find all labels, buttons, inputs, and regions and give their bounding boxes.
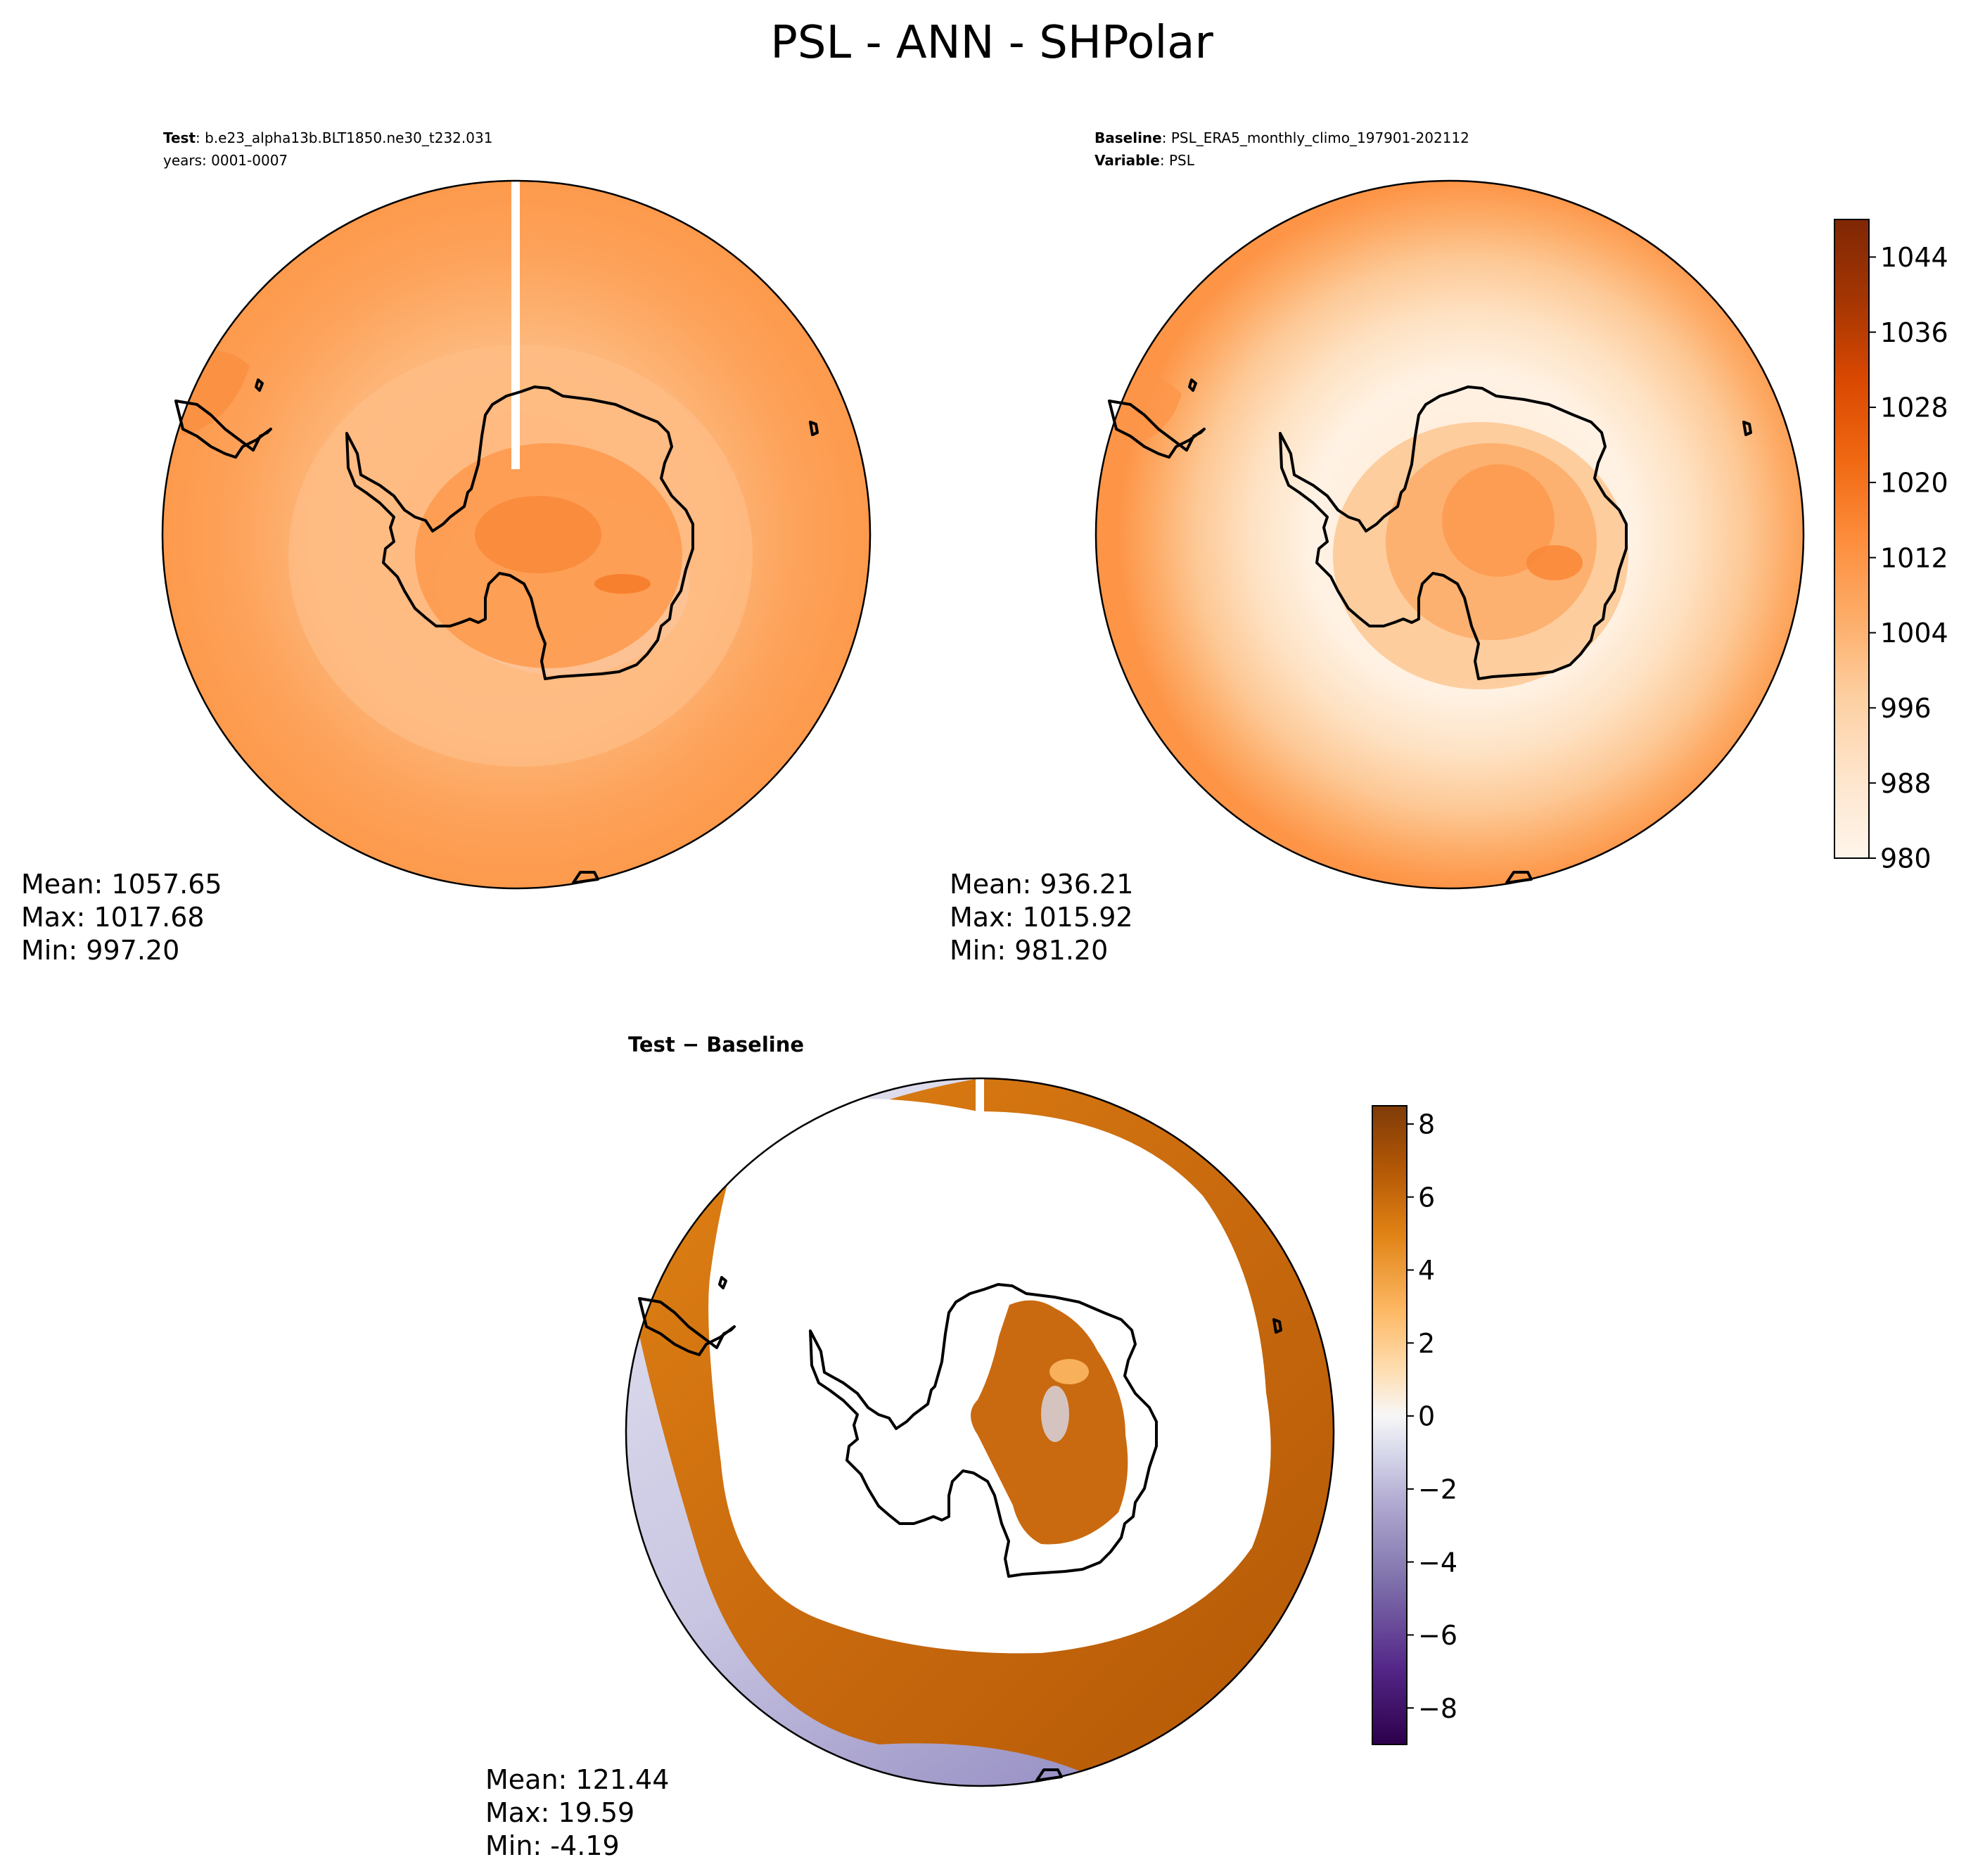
difference-colorbar-tick-label: 8 (1418, 1109, 1435, 1140)
baseline-colorbar-tick-label: 1004 (1880, 618, 1948, 649)
island-coastline (1505, 871, 1533, 884)
antarctica-coastline (809, 1283, 1158, 1578)
test-header-label: Test (163, 129, 196, 146)
baseline-header-value: : PSL_ERA5_monthly_climo_197901-202112 (1162, 129, 1469, 146)
island-coastline (809, 421, 819, 436)
baseline-colorbar-tick-label: 1036 (1880, 317, 1948, 348)
baseline-stat-max: Max: 1015.92 (950, 902, 1133, 933)
island-coastline (1272, 1318, 1282, 1334)
difference-map (626, 1078, 1334, 1786)
difference-colorbar-bar (1372, 1105, 1408, 1745)
difference-colorbar-tick-label: 2 (1418, 1328, 1435, 1359)
test-missing-data-stripe (511, 181, 520, 469)
baseline-header-label: Baseline (1094, 129, 1162, 146)
antarctica-coastline (1279, 385, 1628, 680)
baseline-colorbar-tick-label: 1020 (1880, 468, 1948, 499)
difference-stat-min: Min: -4.19 (485, 1830, 620, 1861)
baseline-map-border (1094, 179, 1805, 890)
difference-colorbar-tick-label: −8 (1418, 1693, 1457, 1724)
baseline-colorbar-ticks: 980 988 996 1004 1012 1020 1028 1036 1044 (1869, 242, 1948, 874)
difference-field-small-negative (1041, 1386, 1069, 1442)
test-field-contour-high (594, 574, 651, 594)
baseline-colorbar: 980 988 996 1004 1012 1020 1028 1036 1044 (1834, 219, 1948, 874)
test-map-border (161, 179, 872, 890)
baseline-panel: Baseline: PSL_ERA5_monthly_climo_197901-… (950, 129, 1948, 966)
test-header-value: : b.e23_alpha13b.BLT1850.ne30_t232.031 (196, 129, 492, 146)
difference-colorbar-tick-label: 4 (1418, 1255, 1435, 1286)
baseline-colorbar-tick-label: 996 (1880, 693, 1932, 724)
antarctica-coastline (345, 385, 694, 680)
difference-colorbar-tick-label: 0 (1418, 1401, 1435, 1432)
difference-missing-data-stripe (976, 1078, 984, 1118)
test-stat-mean: Mean: 1057.65 (21, 869, 222, 900)
difference-colorbar: −8 −6 −4 −2 0 2 4 6 8 (1372, 1105, 1457, 1745)
baseline-coastline (1108, 378, 1752, 884)
test-panel: Test: b.e23_alpha13b.BLT1850.ne30_t232.0… (21, 129, 872, 966)
baseline-stat-mean: Mean: 936.21 (950, 869, 1133, 900)
test-stat-max: Max: 1017.68 (21, 902, 205, 933)
difference-colorbar-tick-label: 6 (1418, 1182, 1435, 1213)
baseline-colorbar-bar (1834, 219, 1870, 859)
baseline-colorbar-tick-label: 1028 (1880, 393, 1948, 423)
figure-title: PSL - ANN - SHPolar (770, 17, 1213, 69)
baseline-stat-min: Min: 981.20 (950, 935, 1108, 966)
baseline-field-contour (1442, 464, 1555, 577)
test-header-line1: Test: b.e23_alpha13b.BLT1850.ne30_t232.0… (163, 129, 492, 146)
difference-field-small-positive (1049, 1359, 1089, 1384)
baseline-colorbar-tick-label: 1012 (1880, 542, 1948, 573)
island-coastline (718, 1276, 727, 1289)
south-america-coastline (638, 1297, 736, 1356)
island-coastline (1742, 421, 1752, 436)
test-map (162, 181, 870, 888)
test-stat-min: Min: 997.20 (21, 935, 179, 966)
baseline-variable-label: Variable (1094, 152, 1160, 169)
baseline-field-contour (1526, 545, 1583, 580)
south-america-coastline (174, 400, 272, 459)
island-coastline (572, 871, 599, 884)
baseline-header-line1: Baseline: PSL_ERA5_monthly_climo_197901-… (1094, 129, 1469, 146)
island-coastline (1035, 1768, 1063, 1782)
difference-stat-max: Max: 19.59 (485, 1797, 634, 1828)
difference-colorbar-tick-label: −2 (1418, 1474, 1457, 1505)
baseline-colorbar-tick-label: 1044 (1880, 242, 1948, 273)
baseline-colorbar-tick-label: 988 (1880, 768, 1932, 799)
island-coastline (1188, 378, 1197, 392)
difference-coastline (638, 1276, 1282, 1782)
difference-colorbar-tick-label: −6 (1418, 1620, 1457, 1651)
test-header-line2: years: 0001-0007 (163, 152, 288, 169)
difference-map-border (625, 1077, 1335, 1787)
baseline-variable-value: : PSL (1160, 152, 1195, 169)
south-america-coastline (1108, 400, 1206, 459)
difference-stat-mean: Mean: 121.44 (485, 1764, 669, 1795)
test-field-contour-high (475, 496, 601, 573)
difference-colorbar-ticks: −8 −6 −4 −2 0 2 4 6 8 (1407, 1109, 1457, 1724)
island-coastline (255, 378, 264, 392)
baseline-colorbar-tick-label: 980 (1880, 843, 1932, 874)
difference-panel: Test − Baseline Mean: 121.44 Max: 19.59 … (485, 1033, 1457, 1861)
difference-header: Test − Baseline (628, 1033, 804, 1057)
difference-colorbar-tick-label: −4 (1418, 1547, 1457, 1578)
baseline-header-line2: Variable: PSL (1094, 152, 1195, 169)
baseline-map (1096, 181, 1804, 888)
test-coastline (174, 378, 819, 884)
